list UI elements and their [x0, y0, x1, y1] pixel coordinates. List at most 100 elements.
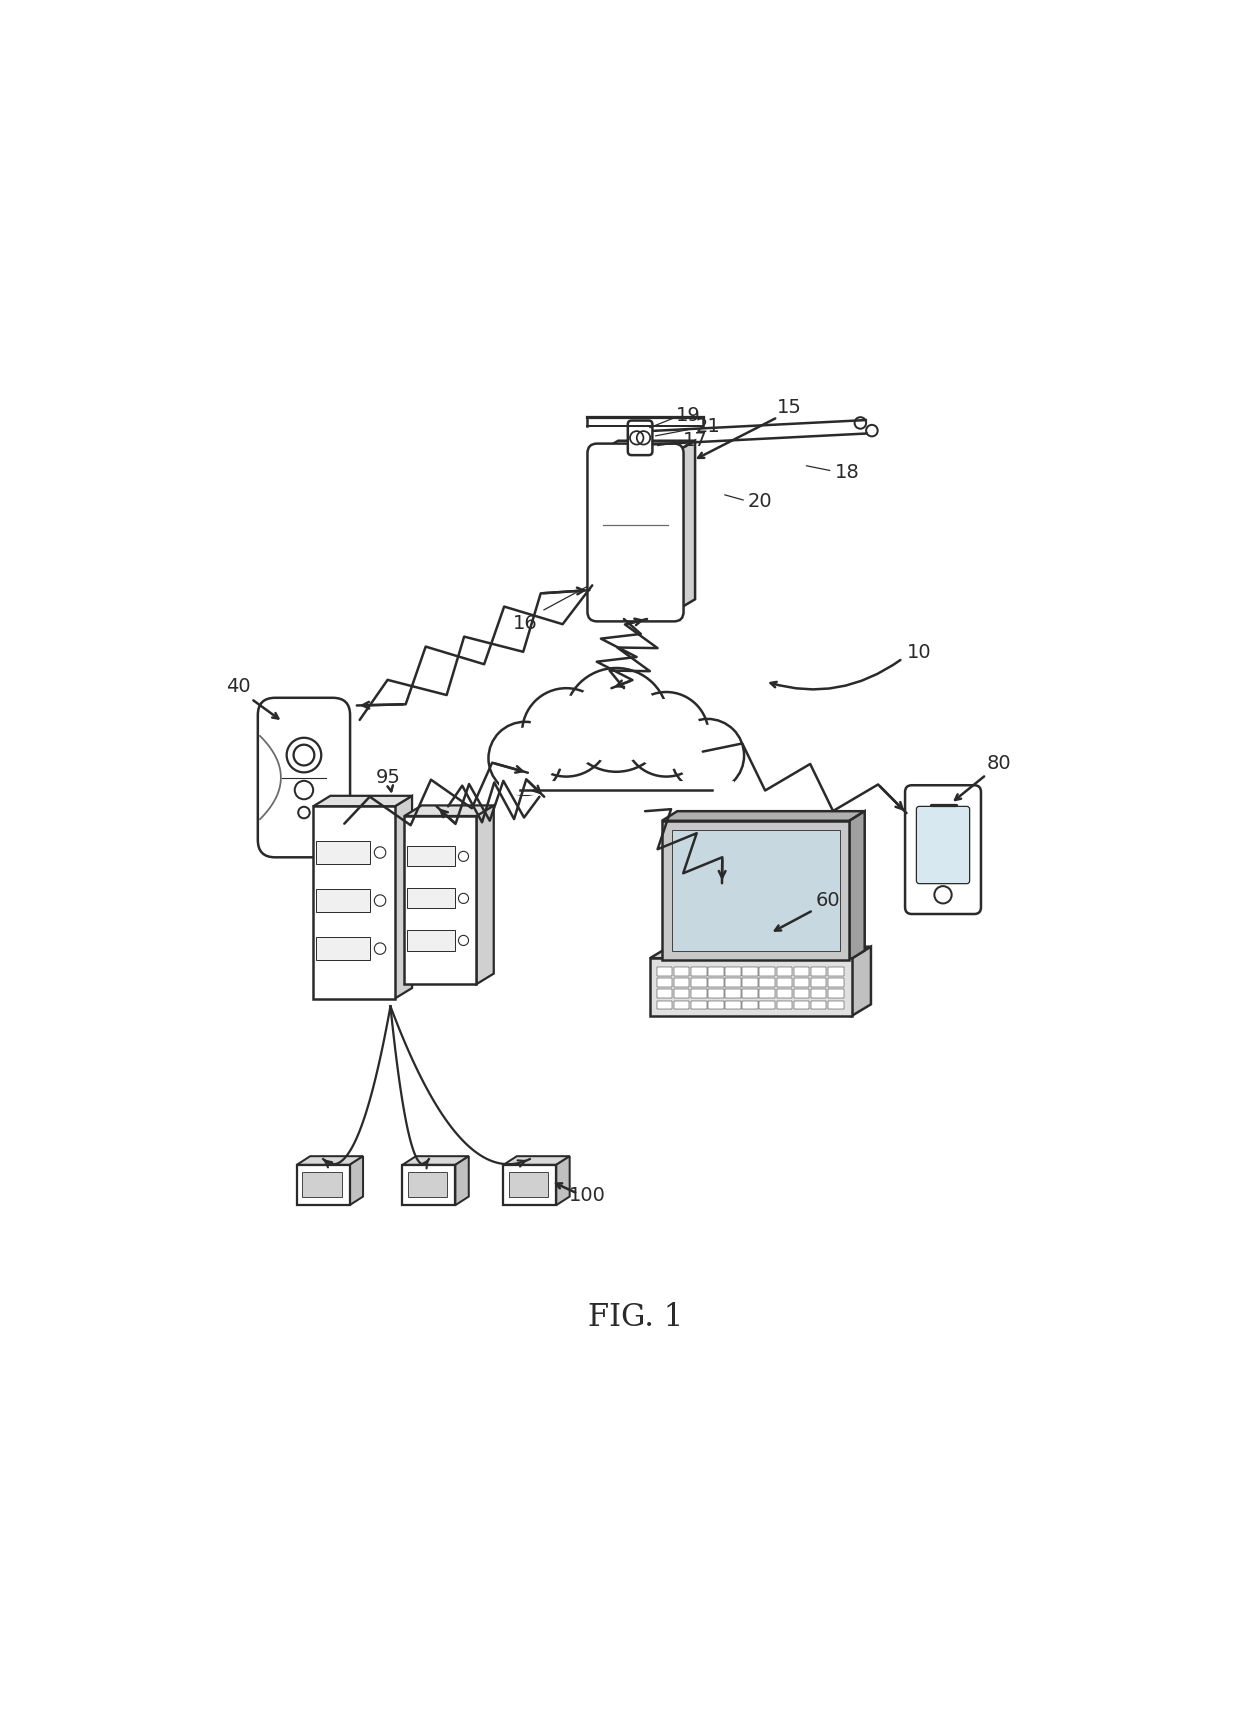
Polygon shape	[811, 979, 826, 988]
Polygon shape	[849, 811, 864, 960]
Polygon shape	[828, 990, 843, 998]
Polygon shape	[408, 1173, 448, 1197]
Polygon shape	[828, 979, 843, 988]
Polygon shape	[811, 1000, 826, 1009]
Polygon shape	[662, 811, 864, 820]
Polygon shape	[725, 979, 740, 988]
FancyBboxPatch shape	[905, 785, 981, 913]
Polygon shape	[691, 967, 707, 976]
Polygon shape	[657, 967, 672, 976]
Circle shape	[529, 695, 603, 768]
Polygon shape	[852, 946, 870, 1016]
Polygon shape	[455, 1156, 469, 1206]
Polygon shape	[691, 979, 707, 988]
FancyBboxPatch shape	[258, 697, 350, 858]
Polygon shape	[557, 1156, 569, 1206]
Polygon shape	[404, 806, 494, 817]
Polygon shape	[650, 946, 870, 958]
Text: 100: 100	[569, 1187, 606, 1206]
Text: 16: 16	[512, 614, 537, 633]
Polygon shape	[662, 820, 849, 960]
FancyBboxPatch shape	[627, 420, 652, 455]
Polygon shape	[657, 979, 672, 988]
Polygon shape	[828, 1000, 843, 1009]
Circle shape	[574, 678, 658, 763]
Polygon shape	[794, 967, 810, 976]
Polygon shape	[811, 990, 826, 998]
Polygon shape	[811, 967, 826, 976]
Polygon shape	[743, 979, 758, 988]
Polygon shape	[776, 979, 792, 988]
Polygon shape	[673, 967, 689, 976]
Circle shape	[677, 725, 738, 785]
Polygon shape	[673, 990, 689, 998]
Text: 20: 20	[748, 493, 773, 512]
Text: 15: 15	[776, 398, 802, 417]
Circle shape	[489, 721, 562, 794]
Polygon shape	[503, 1156, 569, 1164]
Polygon shape	[725, 990, 740, 998]
Polygon shape	[794, 979, 810, 988]
Circle shape	[624, 692, 708, 777]
Polygon shape	[743, 1000, 758, 1009]
Polygon shape	[476, 806, 494, 984]
Polygon shape	[743, 967, 758, 976]
Polygon shape	[303, 1173, 342, 1197]
Text: 18: 18	[835, 464, 859, 483]
Text: 21: 21	[696, 417, 720, 436]
Text: FIG. 1: FIG. 1	[588, 1303, 683, 1334]
Polygon shape	[675, 441, 696, 612]
Circle shape	[671, 720, 744, 792]
Polygon shape	[508, 1173, 548, 1197]
FancyBboxPatch shape	[588, 443, 683, 621]
Polygon shape	[776, 967, 792, 976]
Circle shape	[631, 699, 701, 768]
Polygon shape	[759, 967, 775, 976]
Polygon shape	[672, 830, 839, 950]
Polygon shape	[725, 1000, 740, 1009]
Polygon shape	[394, 796, 412, 998]
Polygon shape	[759, 990, 775, 998]
Polygon shape	[776, 990, 792, 998]
Circle shape	[522, 689, 610, 777]
Polygon shape	[503, 1164, 557, 1206]
FancyBboxPatch shape	[916, 806, 970, 884]
Polygon shape	[708, 990, 724, 998]
Polygon shape	[708, 967, 724, 976]
Polygon shape	[316, 889, 371, 912]
Polygon shape	[407, 846, 455, 867]
Polygon shape	[759, 1000, 775, 1009]
Polygon shape	[296, 1164, 350, 1206]
Text: 19: 19	[676, 407, 701, 426]
Polygon shape	[296, 1156, 363, 1164]
Polygon shape	[691, 1000, 707, 1009]
Polygon shape	[596, 441, 696, 453]
Text: 60: 60	[816, 891, 839, 910]
Polygon shape	[350, 1156, 363, 1206]
Circle shape	[495, 728, 556, 789]
Text: 17: 17	[683, 431, 708, 450]
Polygon shape	[691, 990, 707, 998]
Polygon shape	[708, 979, 724, 988]
Polygon shape	[759, 979, 775, 988]
Circle shape	[564, 668, 668, 772]
Text: 10: 10	[906, 644, 931, 663]
Polygon shape	[657, 1000, 672, 1009]
Polygon shape	[673, 979, 689, 988]
Polygon shape	[708, 1000, 724, 1009]
Polygon shape	[776, 1000, 792, 1009]
Polygon shape	[794, 1000, 810, 1009]
Polygon shape	[316, 841, 371, 863]
Polygon shape	[403, 1164, 455, 1206]
Polygon shape	[312, 806, 394, 998]
Text: 95: 95	[376, 768, 401, 787]
Polygon shape	[407, 931, 455, 950]
Text: 80: 80	[987, 754, 1011, 773]
Polygon shape	[743, 990, 758, 998]
Text: 40: 40	[226, 676, 250, 695]
Polygon shape	[312, 796, 412, 806]
Polygon shape	[316, 938, 371, 960]
Polygon shape	[407, 887, 455, 908]
Polygon shape	[403, 1156, 469, 1164]
Polygon shape	[673, 1000, 689, 1009]
